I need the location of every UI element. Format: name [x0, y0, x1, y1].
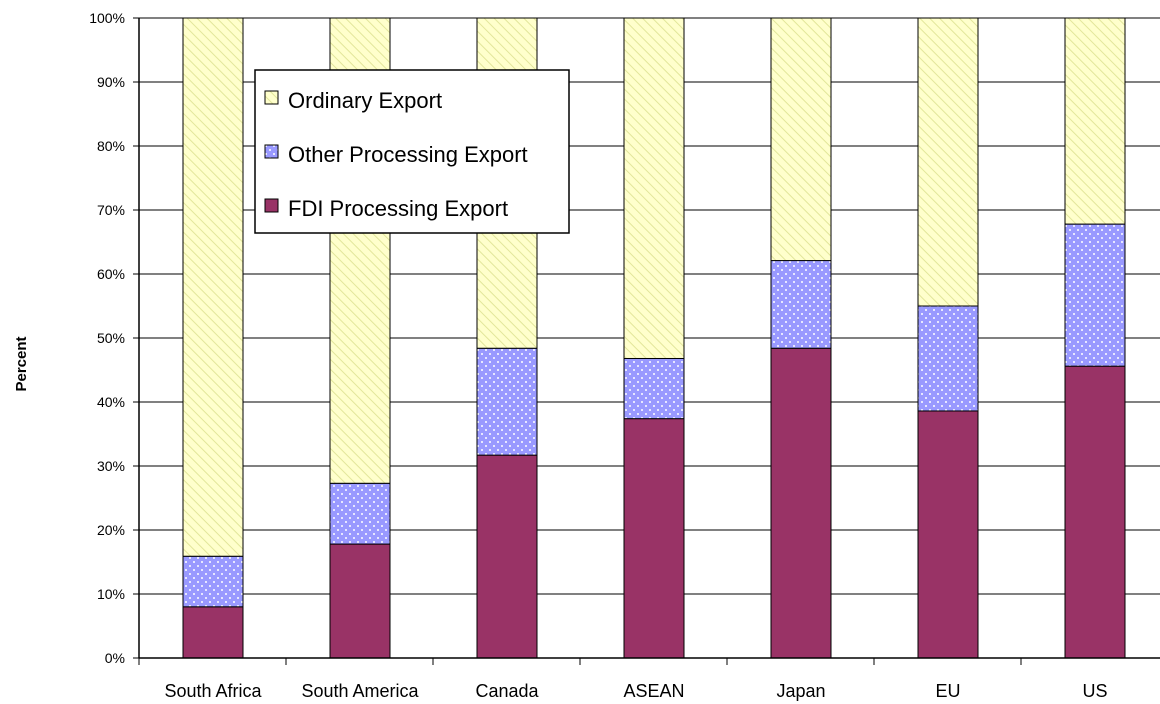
- bar-segment-other-processing-export: [182, 555, 244, 608]
- bar-segment-other-processing-export: [623, 357, 685, 420]
- y-tick-label: 50%: [97, 330, 125, 346]
- bar-segment-ordinary-export: [182, 17, 244, 557]
- bar-segment-other-processing-export: [917, 305, 979, 412]
- x-tick-label: South Africa: [164, 681, 262, 701]
- bar-segment-fdi-processing-export: [917, 410, 979, 659]
- bar-segment-fdi-processing-export: [770, 347, 832, 659]
- y-tick-label: 0%: [105, 650, 125, 666]
- bar-segment-fdi-processing-export: [623, 418, 685, 659]
- y-tick-label: 10%: [97, 586, 125, 602]
- y-tick-label: 100%: [89, 10, 125, 26]
- y-tick-label: 80%: [97, 138, 125, 154]
- bar-segment-fdi-processing-export: [476, 454, 538, 659]
- x-tick-label: US: [1082, 681, 1107, 701]
- bar-segment-other-processing-export: [1064, 223, 1126, 367]
- y-tick-label: 20%: [97, 522, 125, 538]
- bar-segment-ordinary-export: [1064, 17, 1126, 225]
- bar-segment-other-processing-export: [329, 482, 391, 545]
- bar-segment-ordinary-export: [623, 17, 685, 359]
- legend-box: [254, 69, 570, 234]
- x-tick-label: Canada: [475, 681, 539, 701]
- bar-segment-fdi-processing-export: [182, 606, 244, 659]
- legend-label: Ordinary Export: [288, 88, 442, 113]
- bar-segment-fdi-processing-export: [329, 543, 391, 659]
- bar-segment-other-processing-export: [476, 347, 538, 456]
- y-tick-label: 30%: [97, 458, 125, 474]
- y-tick-label: 70%: [97, 202, 125, 218]
- x-axis: South Africa South America Canada ASEAN Japa…: [138, 657, 1160, 701]
- y-tick-label: 40%: [97, 394, 125, 410]
- y-axis-label: Percent: [13, 336, 30, 391]
- x-tick-label: EU: [935, 681, 960, 701]
- legend-swatch: [264, 198, 279, 213]
- bar-segment-ordinary-export: [917, 17, 979, 307]
- x-tick-label: South America: [301, 681, 419, 701]
- y-axis: 0% 10% 20% 30% 40% 50% 60% 70% 80% 90% 100%: [89, 10, 140, 666]
- bar-segment-other-processing-export: [770, 260, 832, 349]
- bar-segment-fdi-processing-export: [1064, 365, 1126, 659]
- x-tick-label: Japan: [776, 681, 825, 701]
- y-tick-label: 60%: [97, 266, 125, 282]
- bar-segment-ordinary-export: [770, 17, 832, 262]
- legend-swatch: [264, 90, 279, 105]
- legend-label: FDI Processing Export: [288, 196, 508, 221]
- legend-label: Other Processing Export: [288, 142, 528, 167]
- legend: Ordinary Export Other Processing Export FD…: [254, 69, 570, 234]
- x-tick-label: ASEAN: [623, 681, 684, 701]
- legend-swatch: [264, 144, 279, 159]
- y-tick-label: 90%: [97, 74, 125, 90]
